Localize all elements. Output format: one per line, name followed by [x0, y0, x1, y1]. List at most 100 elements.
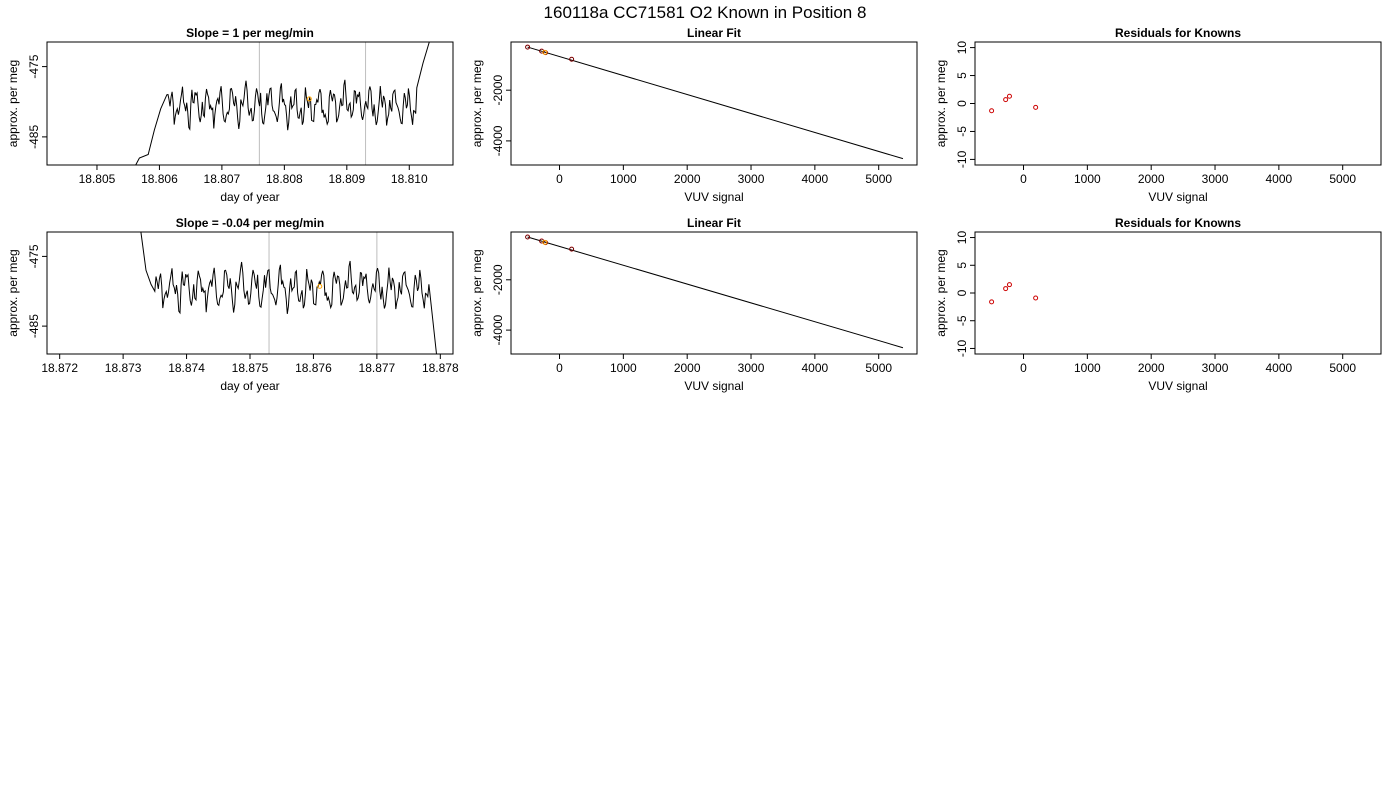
plot-frame: [510, 231, 918, 355]
x-tick-label: 3000: [1202, 172, 1229, 186]
highlight-point: [306, 96, 312, 102]
panel-res-bottom: Residuals for Knowns 0 1000 2000 3000 4000 500…: [934, 216, 1382, 393]
data-point-outline: [569, 246, 574, 252]
plot-area: [135, 42, 430, 165]
x-axis-label: VUV signal: [1148, 379, 1207, 393]
data-point: [989, 108, 995, 114]
panel-ts-bottom: Slope = -0.04 per meg/min 18.872 18.873 18.…: [6, 216, 459, 393]
plot-frame: [46, 231, 454, 355]
x-tick-label: 18.872: [41, 361, 78, 375]
panel-title: Slope = -0.04 per meg/min: [176, 216, 324, 230]
x-tick-label: 18.878: [422, 361, 459, 375]
data-point: [1003, 286, 1009, 292]
data-point-outline: [525, 234, 530, 240]
y-tick-label: 10: [955, 231, 969, 245]
y-axis-label: approx. per meg: [934, 60, 948, 147]
x-tick-label: 4000: [1266, 361, 1293, 375]
x-tick-label: 4000: [1266, 172, 1293, 186]
x-tick-label: 2000: [1138, 172, 1165, 186]
plot-frame: [46, 41, 454, 166]
data-point-outline: [569, 57, 574, 62]
panel-ts-top: Slope = 1 per meg/min 18.805 18.806 18.807 1…: [6, 26, 454, 204]
fit-line: [527, 46, 904, 160]
y-tick-label: -475: [27, 54, 41, 78]
data-point: [1033, 104, 1039, 110]
y-axis-label: approx. per meg: [470, 60, 484, 147]
x-tick-label: 2000: [674, 361, 701, 375]
x-tick-label: 1000: [1074, 361, 1101, 375]
x-tick-label: 18.807: [204, 172, 241, 186]
y-axis-label: approx. per meg: [6, 60, 20, 147]
x-tick-label: 18.810: [391, 172, 428, 186]
y-tick-label: 0: [955, 289, 969, 296]
y-tick-label: -485: [27, 125, 41, 149]
x-tick-label: 4000: [802, 361, 829, 375]
y-axis-label: approx. per meg: [934, 249, 948, 336]
x-tick-label: 3000: [738, 361, 765, 375]
x-tick-label: 18.875: [232, 361, 269, 375]
y-tick-label: -475: [27, 244, 41, 268]
panel-title: Linear Fit: [687, 26, 741, 40]
plot-area: [140, 232, 437, 354]
panel-res-top: Residuals for Knowns 0 1000 2000 3000 4000 500…: [934, 26, 1382, 204]
y-tick-label: -5: [955, 126, 969, 137]
x-tick-label: 1000: [1074, 172, 1101, 186]
x-tick-label: 5000: [865, 361, 892, 375]
panel-title: Residuals for Knowns: [1115, 26, 1241, 40]
data-point: [1033, 295, 1039, 301]
y-tick-label: 5: [955, 262, 969, 269]
x-axis-label: VUV signal: [684, 190, 743, 204]
x-tick-label: 2000: [674, 172, 701, 186]
x-tick-label: 5000: [1329, 172, 1356, 186]
panel-fit-top: Linear Fit 0 1000 2000 3000 4000 5000 -2000 -400…: [470, 26, 918, 204]
data-point: [1003, 97, 1009, 103]
plot-frame: [510, 41, 918, 166]
y-tick-label: -2000: [491, 75, 505, 106]
y-tick-label: -10: [955, 339, 969, 357]
x-tick-label: 18.808: [266, 172, 303, 186]
x-tick-label: 18.809: [328, 172, 365, 186]
x-tick-label: 0: [556, 172, 563, 186]
y-tick-label: 0: [955, 100, 969, 107]
panel-fit-bottom: Linear Fit 0 1000 2000 3000 4000 5000 -2000 -400…: [470, 216, 918, 393]
x-tick-label: 18.876: [295, 361, 332, 375]
plot-frame: [974, 231, 1382, 355]
x-tick-label: 5000: [865, 172, 892, 186]
x-tick-label: 18.873: [105, 361, 142, 375]
y-tick-label: -10: [955, 150, 969, 168]
series-line: [140, 232, 437, 354]
y-tick-label: -5: [955, 315, 969, 326]
panel-title: Linear Fit: [687, 216, 741, 230]
x-axis-label: VUV signal: [1148, 190, 1207, 204]
y-axis-label: approx. per meg: [6, 249, 20, 336]
x-tick-label: 3000: [738, 172, 765, 186]
plot-area: [525, 44, 904, 160]
x-tick-label: 0: [1020, 172, 1027, 186]
y-tick-label: -4000: [491, 314, 505, 345]
plot-area: [989, 93, 1039, 114]
y-tick-label: -4000: [491, 125, 505, 156]
plot-area: [989, 282, 1039, 305]
x-tick-label: 3000: [1202, 361, 1229, 375]
highlight-point: [542, 239, 548, 245]
x-tick-label: 18.877: [359, 361, 396, 375]
y-tick-label: 10: [955, 41, 969, 55]
x-tick-label: 0: [556, 361, 563, 375]
x-tick-label: 2000: [1138, 361, 1165, 375]
y-tick-label: 5: [955, 72, 969, 79]
x-tick-label: 1000: [610, 172, 637, 186]
plot-frame: [974, 41, 1382, 166]
x-tick-label: 5000: [1329, 361, 1356, 375]
panel-title: Residuals for Knowns: [1115, 216, 1241, 230]
x-tick-label: 4000: [802, 172, 829, 186]
y-tick-label: -2000: [491, 264, 505, 295]
x-tick-label: 0: [1020, 361, 1027, 375]
x-axis-label: VUV signal: [684, 379, 743, 393]
main-title: 160118a CC71581 O2 Known in Position 8: [544, 3, 867, 22]
highlight-point: [542, 49, 548, 55]
plot-area: [525, 234, 904, 349]
x-axis-label: day of year: [220, 190, 279, 204]
data-point: [1006, 93, 1012, 99]
panel-title: Slope = 1 per meg/min: [186, 26, 314, 40]
